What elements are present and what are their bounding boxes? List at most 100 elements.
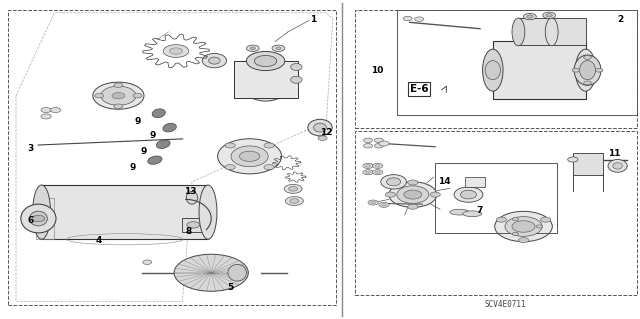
Circle shape bbox=[112, 93, 125, 99]
Circle shape bbox=[374, 144, 383, 148]
Circle shape bbox=[364, 144, 372, 148]
Bar bbox=[518, 18, 586, 45]
Circle shape bbox=[365, 165, 371, 167]
Ellipse shape bbox=[101, 86, 136, 105]
Circle shape bbox=[318, 136, 327, 140]
Text: SCV4E0711: SCV4E0711 bbox=[484, 300, 527, 309]
Ellipse shape bbox=[381, 175, 406, 189]
Circle shape bbox=[363, 163, 373, 168]
Circle shape bbox=[41, 108, 51, 113]
Circle shape bbox=[133, 93, 142, 98]
Ellipse shape bbox=[199, 185, 217, 239]
Ellipse shape bbox=[512, 18, 525, 46]
Ellipse shape bbox=[495, 211, 552, 242]
Ellipse shape bbox=[152, 109, 165, 118]
Ellipse shape bbox=[246, 51, 285, 70]
Circle shape bbox=[290, 199, 299, 203]
Circle shape bbox=[32, 215, 45, 222]
Circle shape bbox=[568, 157, 578, 162]
Circle shape bbox=[381, 204, 387, 206]
Ellipse shape bbox=[202, 53, 227, 68]
Circle shape bbox=[403, 16, 412, 21]
Bar bbox=[234, 61, 298, 98]
Circle shape bbox=[572, 68, 580, 72]
Bar bbox=[465, 177, 485, 187]
Bar bbox=[397, 10, 637, 115]
Text: 3: 3 bbox=[28, 144, 34, 153]
Circle shape bbox=[363, 170, 373, 175]
Circle shape bbox=[114, 83, 123, 87]
Bar bbox=[42, 185, 208, 239]
Circle shape bbox=[524, 13, 536, 20]
Circle shape bbox=[408, 204, 418, 209]
Circle shape bbox=[364, 138, 372, 143]
Ellipse shape bbox=[461, 190, 476, 199]
Circle shape bbox=[264, 165, 274, 170]
Circle shape bbox=[404, 190, 422, 199]
Text: 14: 14 bbox=[438, 177, 451, 186]
Ellipse shape bbox=[209, 57, 220, 64]
Ellipse shape bbox=[450, 209, 469, 215]
Bar bbox=[182, 218, 205, 232]
Circle shape bbox=[272, 45, 285, 51]
Ellipse shape bbox=[20, 204, 56, 233]
Circle shape bbox=[379, 202, 389, 207]
Circle shape bbox=[543, 12, 556, 19]
Ellipse shape bbox=[308, 119, 332, 136]
Ellipse shape bbox=[397, 186, 429, 204]
Circle shape bbox=[114, 104, 123, 108]
Circle shape bbox=[225, 143, 236, 148]
Circle shape bbox=[584, 81, 591, 85]
Circle shape bbox=[374, 138, 383, 143]
Text: 5: 5 bbox=[227, 283, 234, 292]
Ellipse shape bbox=[228, 264, 246, 281]
Bar bbox=[573, 153, 603, 175]
Bar bbox=[36, 198, 54, 239]
Circle shape bbox=[408, 180, 418, 185]
Ellipse shape bbox=[454, 187, 483, 202]
Ellipse shape bbox=[156, 140, 170, 148]
Ellipse shape bbox=[545, 18, 558, 46]
Ellipse shape bbox=[485, 61, 500, 80]
Ellipse shape bbox=[613, 163, 623, 169]
Circle shape bbox=[375, 171, 380, 174]
Circle shape bbox=[51, 108, 61, 113]
Circle shape bbox=[379, 141, 389, 146]
Ellipse shape bbox=[186, 191, 198, 204]
Ellipse shape bbox=[387, 178, 401, 186]
Ellipse shape bbox=[187, 222, 200, 228]
Text: 11: 11 bbox=[608, 149, 621, 158]
Text: 2: 2 bbox=[618, 15, 624, 24]
Bar bbox=[355, 10, 637, 128]
Ellipse shape bbox=[174, 254, 248, 291]
Ellipse shape bbox=[483, 49, 503, 91]
Ellipse shape bbox=[389, 182, 437, 207]
Circle shape bbox=[512, 218, 519, 221]
Circle shape bbox=[496, 217, 506, 222]
Bar bbox=[493, 41, 586, 99]
Circle shape bbox=[584, 56, 591, 59]
Ellipse shape bbox=[608, 160, 627, 172]
Circle shape bbox=[368, 200, 378, 205]
Circle shape bbox=[512, 232, 519, 235]
Ellipse shape bbox=[33, 185, 51, 239]
Text: 9: 9 bbox=[134, 117, 141, 126]
Ellipse shape bbox=[575, 49, 596, 91]
Circle shape bbox=[250, 47, 255, 49]
Ellipse shape bbox=[291, 76, 302, 83]
Circle shape bbox=[276, 47, 281, 49]
Circle shape bbox=[264, 143, 274, 148]
Ellipse shape bbox=[231, 146, 268, 167]
Circle shape bbox=[143, 260, 152, 264]
Ellipse shape bbox=[218, 139, 282, 174]
Circle shape bbox=[527, 15, 533, 18]
Circle shape bbox=[41, 114, 51, 119]
Text: 6: 6 bbox=[28, 216, 34, 225]
Bar bbox=[355, 131, 637, 295]
Circle shape bbox=[546, 14, 552, 17]
Text: 7: 7 bbox=[477, 206, 483, 215]
Circle shape bbox=[225, 165, 236, 170]
Circle shape bbox=[541, 217, 551, 222]
Text: 9: 9 bbox=[141, 147, 147, 156]
Bar bbox=[435, 163, 557, 233]
